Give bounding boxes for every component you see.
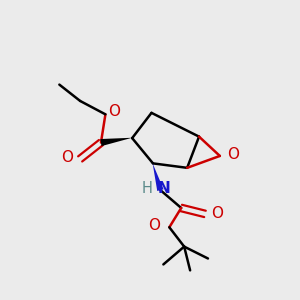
Text: O: O [227, 147, 239, 162]
Text: O: O [148, 218, 160, 233]
Text: H: H [142, 181, 152, 196]
Text: O: O [212, 206, 224, 221]
Polygon shape [153, 164, 164, 191]
Text: N: N [158, 181, 170, 196]
Text: O: O [61, 150, 73, 165]
Polygon shape [100, 138, 132, 146]
Text: O: O [108, 104, 120, 119]
